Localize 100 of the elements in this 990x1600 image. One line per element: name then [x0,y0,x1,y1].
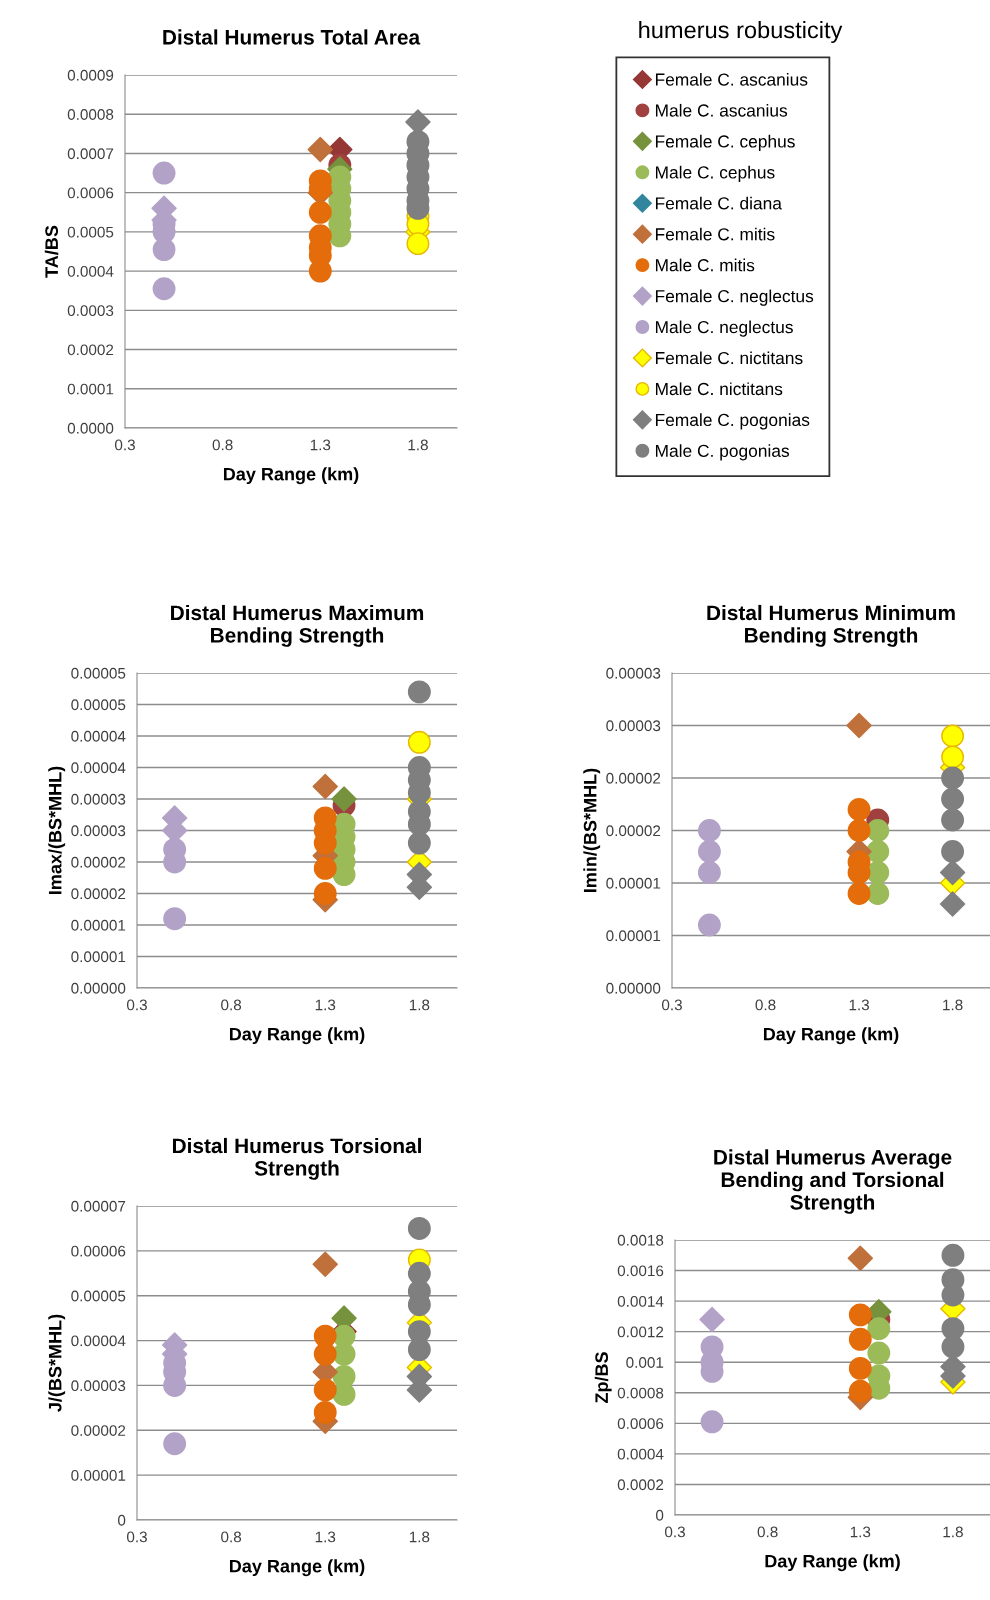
point [941,1335,965,1359]
y-tick-label: 0.0004 [617,1448,664,1460]
point [697,819,721,842]
y-tick-label: 0.00002 [71,1425,126,1436]
point [163,1432,187,1456]
y-tick-label: 0.00000 [71,982,126,994]
x-axis-title: Day Range (km) [763,1027,899,1045]
point [313,1342,337,1366]
y-tick-label: 0.0002 [617,1479,664,1491]
legend-label: Female C. nictitans [655,351,803,365]
chart-title: Distal Humerus Maximum Bending Strength [171,604,424,647]
y-tick-label: 0.0002 [67,344,114,356]
y-axis-title: Zp/BS [594,1352,612,1404]
y-tick-label: 0.0012 [617,1326,664,1338]
point [847,819,871,842]
point [848,1303,872,1327]
y-tick-label: 0.0016 [617,1265,664,1277]
point [939,891,966,917]
legend-label: Female C. mitis [655,227,775,241]
y-tick-label: 0.00001 [71,1470,126,1481]
x-axis-title: Day Range (km) [229,1027,365,1045]
y-tick-label: 0 [117,1514,126,1526]
y-tick-label: 0.0005 [67,226,114,238]
y-tick-label: 0.0008 [67,109,114,120]
point [941,787,965,811]
point [407,1338,431,1361]
x-tick-label: 0.3 [664,1526,685,1538]
point [312,1251,338,1278]
x-tick-label: 0.3 [661,999,682,1011]
y-tick-label: 0.00003 [71,1380,126,1392]
point [332,1382,356,1406]
x-tick-label: 0.8 [221,999,242,1011]
y-tick-label: 0.001 [626,1357,664,1368]
point [313,1378,337,1402]
point [313,882,337,905]
x-tick-label: 1.3 [849,999,870,1011]
point [697,840,721,863]
y-axis-title: TA/BS [44,225,59,278]
legend-label: Female C. pogonias [655,413,810,430]
legend-label: Male C. mitis [655,258,755,272]
x-tick-label: 0.3 [114,439,135,451]
point [847,1245,874,1272]
y-tick-label: 0.00005 [71,699,126,711]
point [941,745,965,769]
x-tick-label: 0.8 [757,1526,778,1538]
y-tick-label: 0.0007 [67,148,114,160]
point [848,1327,872,1351]
y-axis-title: Imax/(BS*MHL) [48,766,66,894]
y-tick-label: 0.0000 [67,422,114,434]
y-tick-label: 0.00004 [71,762,126,774]
legend-label: Male C. cephus [655,165,775,182]
point [700,1410,724,1434]
y-tick-label: 0.00005 [71,1290,126,1302]
y-tick-label: 0.00004 [71,1335,126,1347]
point [867,1317,891,1341]
chart-title: Distal Humerus Total Area [163,29,421,45]
y-tick-label: 0.00003 [606,720,661,732]
point [941,840,965,863]
x-tick-label: 0.8 [221,1531,242,1543]
y-tick-label: 0.0008 [617,1387,664,1399]
x-tick-label: 1.8 [408,439,428,451]
y-tick-label: 0.0004 [67,265,114,277]
chart-title: Distal Humerus Average Bending and Torsional Strength [714,1149,952,1214]
point [163,907,187,931]
point [312,773,338,800]
x-tick-label: 1.8 [409,1531,430,1543]
point [846,712,872,739]
y-axis-title: J/(BS*MHL) [48,1314,66,1412]
x-tick-label: 1.3 [850,1526,871,1538]
y-tick-label: 0.00001 [71,919,126,931]
point [941,808,965,832]
point [152,277,176,301]
x-tick-label: 0.3 [126,999,147,1011]
point [847,882,871,905]
point [152,161,176,185]
y-tick-label: 0.0006 [67,187,114,199]
y-tick-label: 0.00006 [71,1245,126,1257]
y-tick-label: 0.00002 [71,888,126,900]
point [152,238,176,261]
point [307,136,334,163]
point [941,1317,965,1341]
y-tick-label: 0.00000 [606,982,661,994]
point [697,861,721,884]
x-tick-label: 0.8 [212,439,233,451]
y-tick-label: 0.00004 [71,730,126,742]
y-tick-label: 0.00005 [71,667,126,679]
y-tick-label: 0.00001 [606,877,661,889]
chart-title: Distal Humerus Minimum Bending Strength [707,604,955,647]
legend-label: Female C. ascanius [655,72,808,86]
point [407,730,431,754]
point [697,913,721,937]
y-tick-label: 0.00001 [606,930,661,942]
x-tick-label: 1.3 [315,999,336,1011]
x-tick-label: 0.3 [126,1531,147,1543]
point [308,200,332,224]
x-axis-title: Day Range (km) [223,467,359,485]
x-tick-label: 1.3 [310,439,331,451]
y-axis-title: Imin/(BS*MHL) [583,768,601,892]
point [867,1341,891,1365]
y-tick-label: 0.00002 [71,856,126,868]
